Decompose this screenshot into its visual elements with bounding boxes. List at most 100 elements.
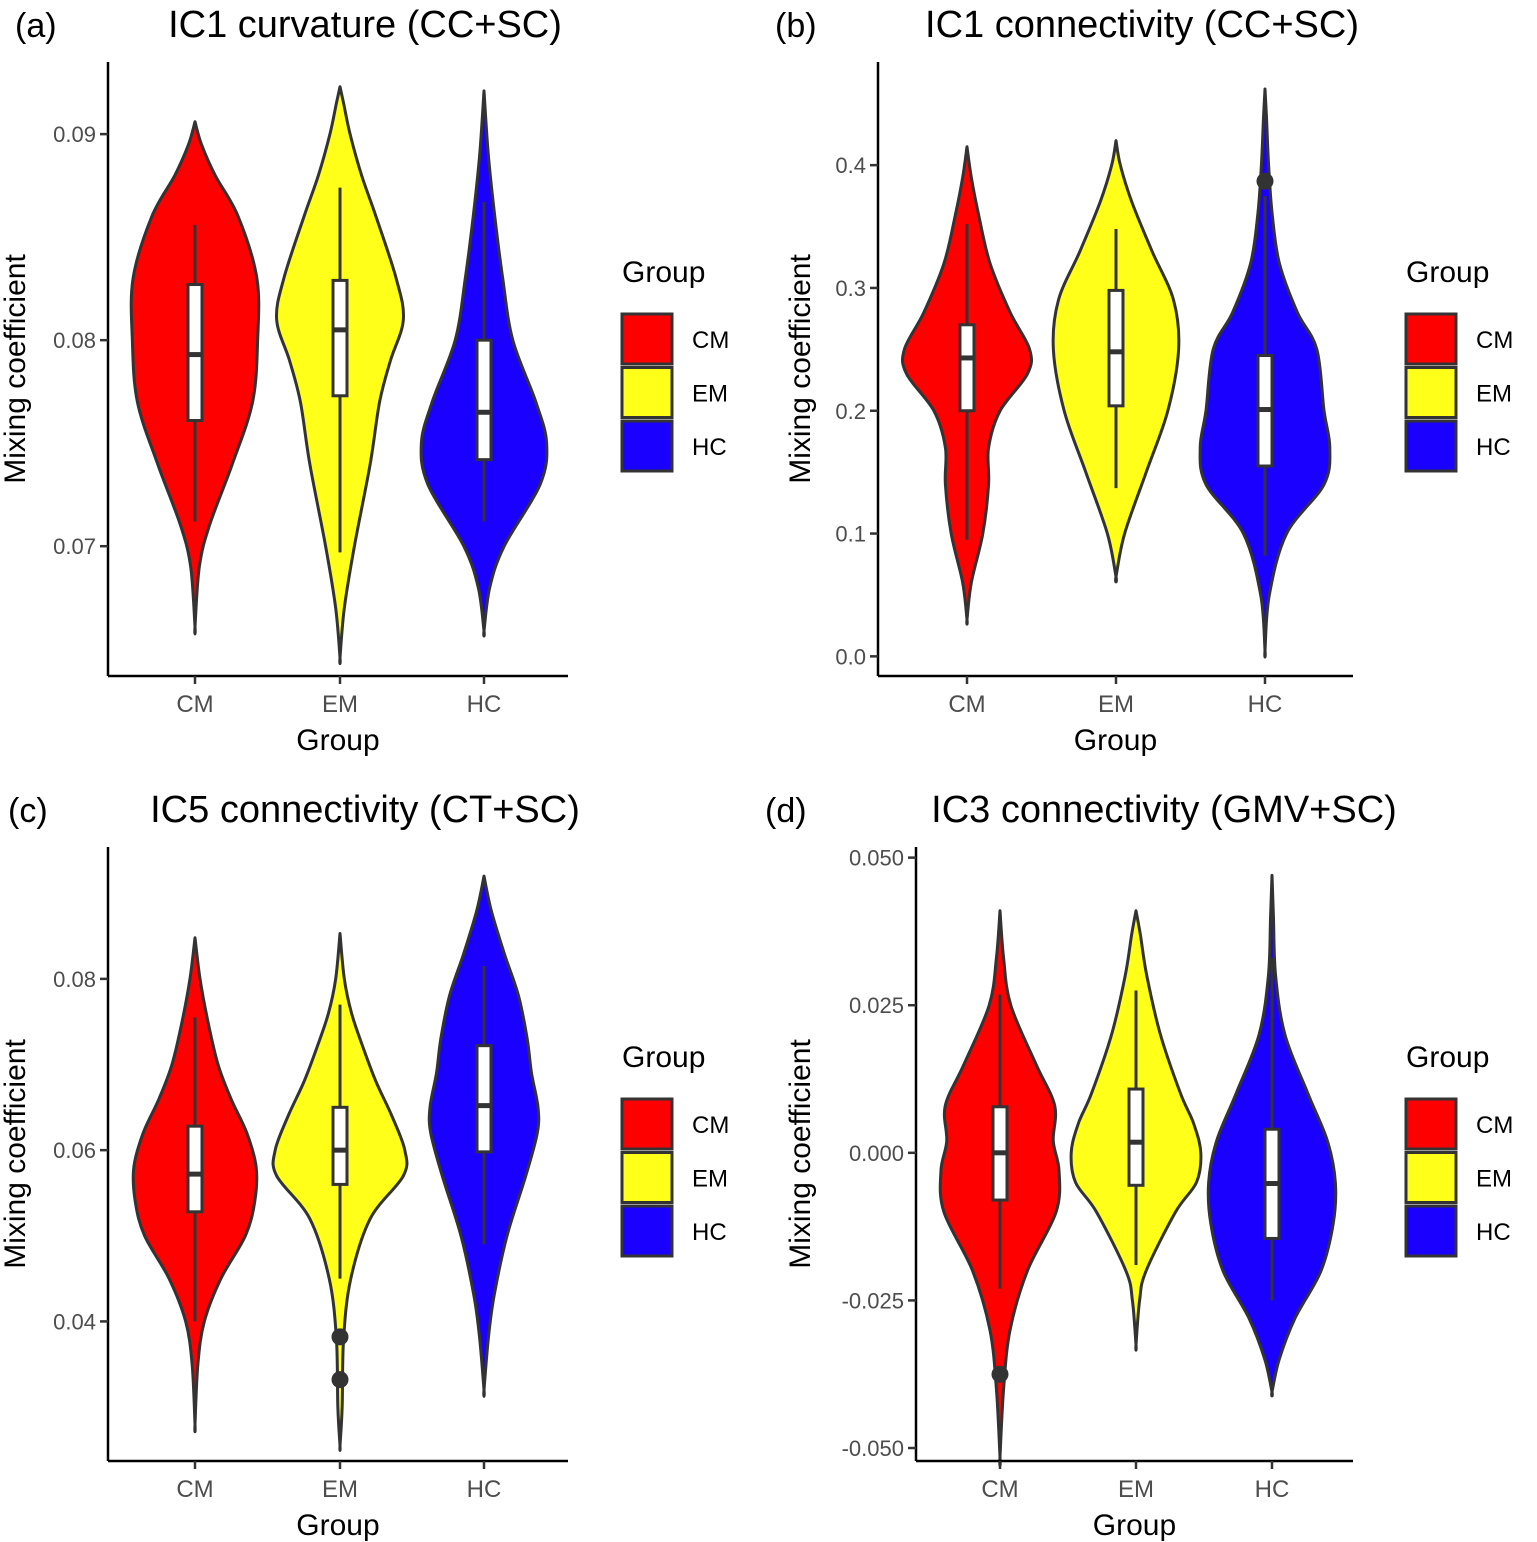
panel-title: IC5 connectivity (CT+SC) [150,789,580,831]
legend-label-cm: CM [692,327,729,354]
x-axis-title: Group [296,1509,379,1542]
y-tick-label: 0.07 [53,534,96,559]
x-tick-label: EM [1118,1476,1154,1503]
legend-label-cm: CM [1476,1112,1513,1139]
legend-label-hc: HC [692,434,727,461]
legend-label-cm: CM [1476,327,1513,354]
violin-group-hc [419,89,549,638]
y-tick-label: 0.2 [835,399,866,424]
legend-key-hc [1404,419,1458,473]
y-axis-title: Mixing coefficient [0,254,32,484]
y-tick-label: 0.000 [849,1141,904,1166]
legend-title: Group [1406,256,1489,289]
y-tick-label: 0.3 [835,276,866,301]
violin-group-hc [1198,87,1332,659]
legend-key-em [1404,366,1458,419]
x-tick-label: HC [1255,1476,1290,1503]
outlier-em-2 [331,1328,349,1346]
legend-key-hc [1404,1204,1458,1258]
y-tick-label: 0.08 [53,967,96,992]
x-tick-label: HC [467,1476,502,1503]
violin-group-em [1069,909,1203,1352]
legend-key-em [1404,1151,1458,1204]
legend-key-cm [1404,312,1458,366]
y-tick-label: 0.1 [835,522,866,547]
x-tick-label: HC [1248,691,1283,718]
y-tick-label: 0.09 [53,122,96,147]
violin-group-cm [131,936,259,1434]
x-axis-title: Group [1093,1509,1176,1542]
box-em [1107,288,1125,408]
legend-key-em [620,366,674,419]
y-tick-label: 0.04 [53,1309,96,1334]
panel-1: (a) IC1 curvature (CC+SC) 0.07 0.08 0.09 CM EM… [0,4,729,757]
box-em [331,278,349,398]
legend-title: Group [622,1041,705,1074]
box-em [1127,1087,1145,1187]
legend-key-hc [620,1204,674,1258]
panel-title: IC3 connectivity (GMV+SC) [931,789,1397,831]
legend-label-em: EM [692,381,728,408]
box-hc [475,338,493,462]
y-axis-title: Mixing coefficient [784,1039,817,1269]
y-tick-label: -0.025 [842,1288,904,1313]
x-tick-label: EM [322,691,358,718]
x-axis-title: Group [296,724,379,757]
legend: Group CM EM HC [1404,1041,1513,1258]
violin-group-cm [129,120,261,636]
panel-3: (c) IC5 connectivity (CT+SC) 0.04 0.06 0.08 C… [0,789,729,1542]
outlier-em-1 [331,1371,349,1389]
legend: Group CM EM HC [1404,256,1513,473]
box-em [331,1105,349,1186]
legend-label-hc: HC [1476,1219,1511,1246]
y-tick-label: 0.08 [53,328,96,353]
y-axis-title: Mixing coefficient [0,1039,32,1269]
panel-label: (d) [765,792,807,830]
violin-group-hc [427,874,541,1398]
legend-key-hc [620,419,674,473]
x-axis-title: Group [1074,724,1157,757]
y-tick-label: -0.050 [842,1436,904,1461]
y-tick-label: 0.050 [849,846,904,871]
legend: Group CM EM HC [620,256,729,473]
x-tick-label: CM [176,1476,213,1503]
violin-group-hc [1206,873,1338,1398]
x-tick-label: EM [1098,691,1134,718]
x-tick-label: CM [981,1476,1018,1503]
legend-key-cm [1404,1097,1458,1151]
box-cm [186,1124,204,1214]
legend-label-em: EM [1476,1166,1512,1193]
legend-title: Group [622,256,705,289]
violin-group-cm [938,909,1062,1467]
x-tick-label: EM [322,1476,358,1503]
violin-group-cm [900,145,1034,626]
legend-key-cm [620,312,674,366]
y-tick-label: 0.0 [835,644,866,669]
legend-title: Group [1406,1041,1489,1074]
y-tick-label: 0.06 [53,1138,96,1163]
panel-label: (b) [775,7,817,45]
box-cm [958,323,976,413]
legend-label-cm: CM [692,1112,729,1139]
y-tick-label: 0.4 [835,153,866,178]
legend-label-hc: HC [692,1219,727,1246]
legend-label-em: EM [692,1166,728,1193]
outlier-cm-1 [991,1365,1009,1383]
panel-label: (a) [15,7,57,45]
panel-title: IC1 connectivity (CC+SC) [925,4,1359,46]
x-tick-label: HC [467,691,502,718]
legend: Group CM EM HC [620,1041,729,1258]
panel-label: (c) [8,792,48,830]
y-tick-label: 0.025 [849,993,904,1018]
panel-4: (d) IC3 connectivity (GMV+SC) -0.050 -0.025… [765,789,1513,1542]
y-axis-title: Mixing coefficient [784,254,817,484]
legend-key-em [620,1151,674,1204]
panel-title: IC1 curvature (CC+SC) [168,4,562,46]
violin-group-em [1051,139,1181,584]
x-tick-label: CM [176,691,213,718]
violin-group-em [274,85,406,666]
legend-label-em: EM [1476,381,1512,408]
violin-group-em [271,931,409,1452]
panel-2: (b) IC1 connectivity (CC+SC) 0.0 0.1 0.2 0.3 0… [775,4,1513,757]
